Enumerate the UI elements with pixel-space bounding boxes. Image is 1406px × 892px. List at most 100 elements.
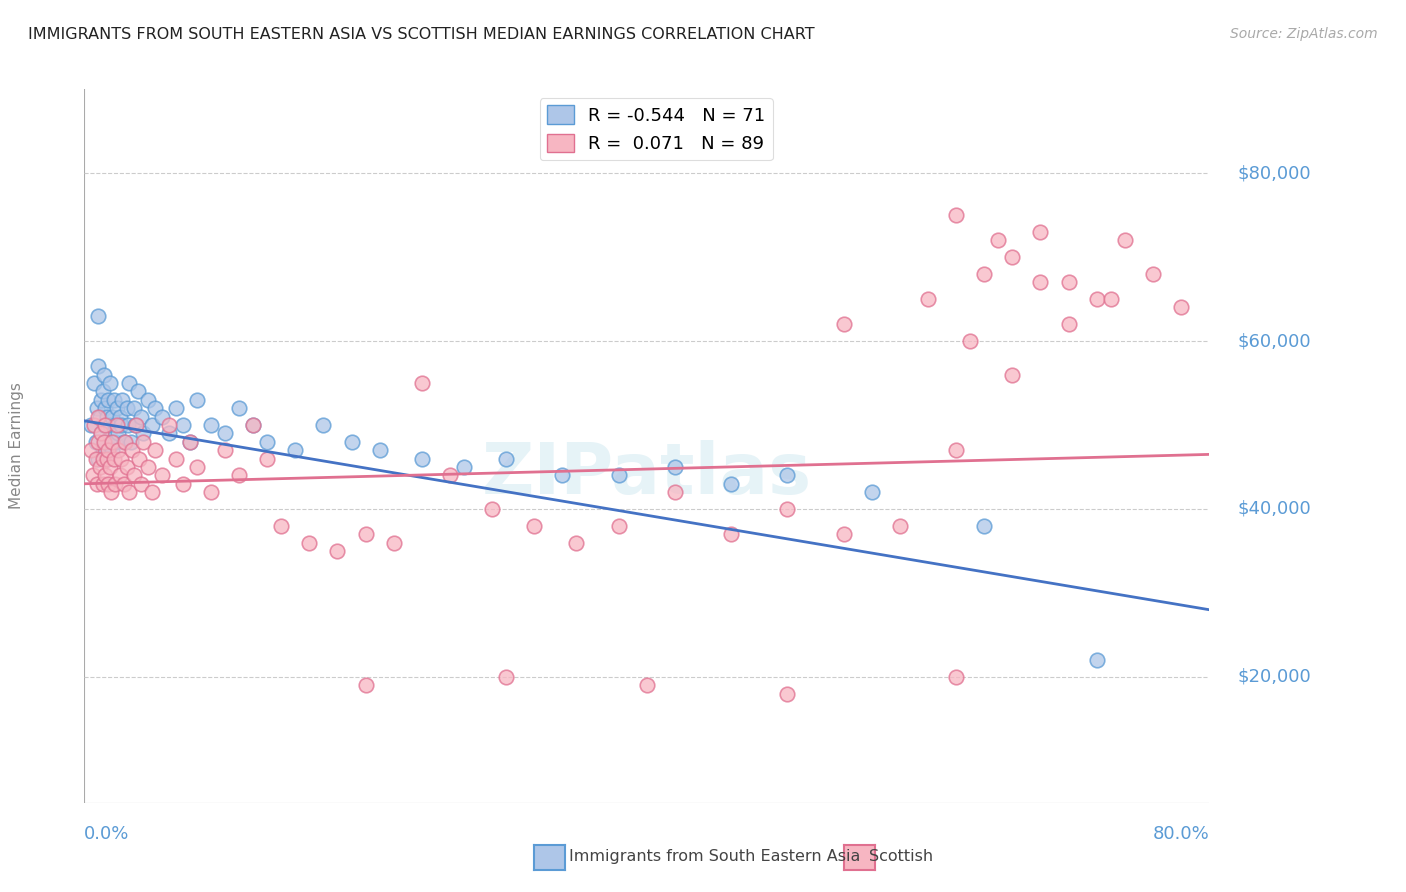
Point (86, 476, 108, 491)
Point (108, 409, 131, 424)
Point (607, 468, 630, 483)
Point (87, 309, 110, 323)
Point (368, 443, 391, 458)
Point (124, 417, 146, 432)
Point (112, 476, 135, 491)
Point (110, 451, 132, 466)
Point (551, 468, 574, 483)
Point (720, 527, 742, 541)
Point (94, 417, 117, 432)
Point (284, 443, 307, 458)
Point (172, 417, 194, 432)
Point (121, 443, 143, 458)
Point (100, 485, 122, 500)
Point (720, 476, 742, 491)
Point (214, 443, 236, 458)
Point (83, 417, 105, 432)
Point (1099, 292, 1122, 306)
Point (129, 476, 152, 491)
Point (84, 434, 107, 449)
Point (917, 292, 939, 306)
Point (945, 443, 967, 458)
Point (107, 426, 129, 441)
Point (411, 376, 433, 390)
Point (80, 443, 103, 458)
Point (127, 384, 149, 399)
Point (1001, 250, 1024, 264)
Point (111, 392, 134, 407)
Point (150, 409, 173, 424)
Point (96, 409, 118, 424)
Point (143, 401, 166, 416)
Point (89, 460, 111, 475)
Point (117, 417, 139, 432)
Point (228, 468, 250, 483)
Point (98, 417, 121, 432)
Point (157, 426, 180, 441)
Point (129, 409, 152, 424)
Point (242, 417, 264, 432)
Point (114, 434, 136, 449)
Point (90, 392, 112, 407)
Point (973, 518, 995, 533)
Point (1001, 368, 1024, 382)
Point (82, 468, 104, 483)
Text: $60,000: $60,000 (1237, 332, 1310, 350)
Legend: R = -0.544   N = 71, R =  0.071   N = 89: R = -0.544 N = 71, R = 0.071 N = 89 (540, 98, 773, 161)
Point (228, 401, 250, 416)
Point (87, 359, 110, 374)
Point (256, 451, 278, 466)
Point (200, 417, 222, 432)
Point (200, 485, 222, 500)
Point (150, 468, 173, 483)
Point (242, 417, 264, 432)
Point (439, 468, 461, 483)
Point (83, 376, 105, 390)
Point (214, 426, 236, 441)
Text: 0.0%: 0.0% (84, 825, 129, 843)
Point (97, 392, 120, 407)
Point (118, 485, 141, 500)
Point (1057, 318, 1080, 332)
Text: Scottish: Scottish (869, 849, 934, 863)
Point (96, 451, 118, 466)
Point (270, 518, 292, 533)
Point (90, 426, 112, 441)
Point (664, 485, 686, 500)
Point (860, 485, 883, 500)
Point (108, 468, 131, 483)
Text: Source: ZipAtlas.com: Source: ZipAtlas.com (1230, 27, 1378, 41)
Point (94, 401, 117, 416)
Point (104, 434, 127, 449)
Point (90, 426, 112, 441)
Point (186, 392, 208, 407)
Point (1057, 275, 1080, 289)
Point (340, 434, 363, 449)
Point (93, 434, 115, 449)
Point (186, 460, 208, 475)
Point (101, 443, 124, 458)
Point (87, 409, 110, 424)
Point (945, 670, 967, 684)
Point (120, 434, 142, 449)
Point (118, 376, 141, 390)
Text: 80.0%: 80.0% (1153, 825, 1209, 843)
Point (165, 451, 187, 466)
Point (128, 451, 150, 466)
Point (103, 451, 125, 466)
Point (91, 476, 114, 491)
Point (122, 401, 145, 416)
Point (495, 451, 517, 466)
Point (256, 434, 278, 449)
Point (94, 468, 117, 483)
Point (105, 401, 128, 416)
Point (636, 678, 658, 692)
Point (481, 502, 503, 516)
Point (94, 434, 117, 449)
Point (1170, 301, 1192, 315)
Point (100, 434, 122, 449)
Point (132, 434, 155, 449)
Point (91, 443, 114, 458)
Point (354, 678, 377, 692)
Point (104, 476, 127, 491)
